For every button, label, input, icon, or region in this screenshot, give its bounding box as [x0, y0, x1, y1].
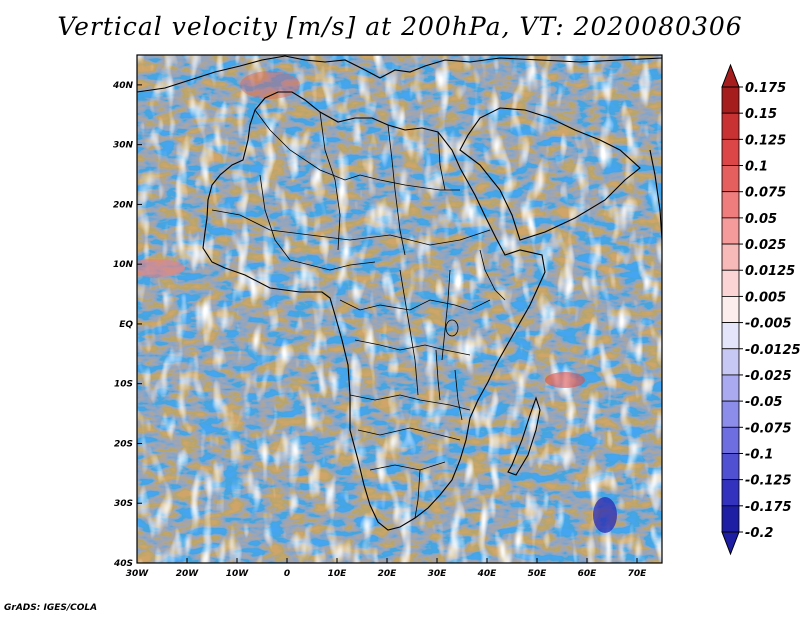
- lon-tick-label: 0: [284, 569, 290, 579]
- colorbar-label: 0.175: [745, 81, 786, 96]
- colorbar-label: -0.025: [745, 369, 792, 384]
- colorbar-swatch: [721, 191, 740, 219]
- india-coast: [649, 149, 662, 241]
- arabian-peninsula: [459, 107, 641, 241]
- colorbar-swatch: [721, 374, 740, 402]
- colorbar-label: 0.005: [745, 290, 786, 305]
- colorbar-swatch: [721, 165, 740, 193]
- madagascar: [507, 396, 541, 476]
- map-title: Vertical velocity [m/s] at 200hPa, VT: 2…: [57, 12, 743, 41]
- lon-tick-label: 10W: [226, 569, 250, 579]
- colorbar-swatch: [721, 112, 740, 140]
- colorbar-bottom-arrow: [721, 531, 740, 556]
- colorbar-label: 0.025: [745, 238, 786, 253]
- colorbar-swatch: [721, 426, 740, 454]
- lon-tick-label: 60E: [578, 569, 598, 579]
- lat-tick-label: EQ: [119, 320, 133, 330]
- grads-credit: GrADS: IGES/COLA: [4, 603, 98, 613]
- country-borders: [211, 109, 506, 519]
- colorbar-label: -0.175: [745, 500, 792, 515]
- colorbar-label: 0.15: [745, 107, 777, 122]
- lon-tick-label: 30E: [428, 569, 448, 579]
- colorbar-label: 0.0125: [745, 264, 795, 279]
- colorbar-swatch: [721, 269, 740, 297]
- colorbar-label: -0.0125: [745, 343, 800, 358]
- colorbar-swatch: [721, 505, 740, 533]
- plot-frame: [136, 54, 663, 564]
- lat-tick-label: 10N: [113, 260, 134, 270]
- colorbar-swatch: [721, 348, 740, 376]
- lon-tick-label: 30W: [126, 569, 150, 579]
- colorbar-label: 0.1: [745, 160, 768, 175]
- lat-tick-label: 20N: [113, 200, 134, 210]
- colorbar-label: -0.075: [745, 421, 792, 436]
- lat-tick-label: 10S: [114, 380, 133, 390]
- colorbar-label: 0.125: [745, 133, 786, 148]
- lon-tick-label: 10E: [328, 569, 348, 579]
- updraft-indian-ocean: [545, 372, 585, 388]
- colorbar-label: 0.075: [745, 186, 786, 201]
- lat-tick-label: 40N: [112, 81, 134, 91]
- africa-coastline: [202, 91, 546, 531]
- downdraft-southern-ocean: [593, 497, 617, 533]
- colorbar-label: -0.005: [745, 317, 792, 332]
- colorbar-swatch: [721, 322, 740, 350]
- colorbar-label: 0.05: [745, 212, 777, 227]
- lat-tick-label: 30N: [113, 141, 134, 151]
- velocity-field: [137, 55, 662, 563]
- colorbar-swatch: [721, 138, 740, 166]
- europe-coast: [137, 55, 662, 93]
- colorbar-label: -0.2: [745, 526, 773, 541]
- coastlines: [137, 55, 662, 531]
- lon-tick-label: 50E: [528, 569, 548, 579]
- colorbar-swatch: [721, 86, 740, 114]
- itcz-updraft-west: [137, 259, 185, 277]
- colorbar-swatch: [721, 453, 740, 481]
- longitude-axis: 30W 20W 10W 0 10E 20E 30E 40E 50E 60E 70E: [126, 558, 647, 579]
- colorbar-swatch: [721, 243, 740, 271]
- lat-tick-label: 30S: [114, 499, 133, 509]
- lon-tick-label: 20E: [378, 569, 398, 579]
- colorbar-swatch: [721, 400, 740, 428]
- lat-tick-label: 40S: [113, 559, 133, 569]
- colorbar-swatch: [721, 479, 740, 507]
- colorbar-top-arrow: [721, 63, 740, 88]
- lon-tick-label: 20W: [176, 569, 200, 579]
- lon-tick-label: 70E: [628, 569, 648, 579]
- colorbar-swatch: [721, 217, 740, 245]
- colorbar-label: -0.1: [745, 447, 773, 462]
- colorbar-label: -0.125: [745, 474, 792, 489]
- latitude-axis: 40N 30N 20N 10N EQ 10S 20S 30S 40S: [112, 81, 142, 569]
- lon-tick-label: 40E: [477, 569, 498, 579]
- lat-tick-label: 20S: [114, 439, 133, 449]
- colorbar-label: -0.05: [745, 395, 782, 410]
- colorbar-swatch: [721, 296, 740, 323]
